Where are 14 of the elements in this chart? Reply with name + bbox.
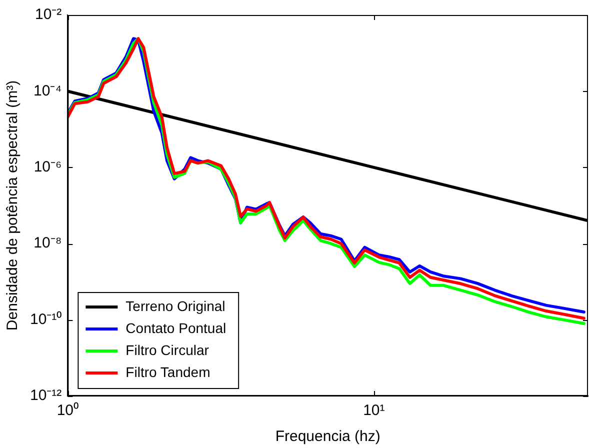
y-tick-label: 10⁻⁸ bbox=[34, 234, 62, 252]
x-tick-label: 10¹ bbox=[363, 402, 385, 420]
x-tick-label: 10⁰ bbox=[56, 402, 79, 420]
y-tick-label: 10⁻⁶ bbox=[34, 158, 62, 176]
y-tick-label: 10⁻⁴ bbox=[34, 82, 62, 100]
legend-label: Filtro Circular bbox=[126, 342, 210, 358]
legend-label: Terreno Original bbox=[126, 298, 226, 314]
y-axis-title: Densidade de potência espectral (m³) bbox=[4, 80, 22, 331]
x-axis-title: Frequencia (hz) bbox=[275, 428, 380, 446]
legend-label: Contato Pontual bbox=[126, 320, 226, 336]
y-tick-label: 10⁻² bbox=[34, 6, 62, 24]
legend-label: Filtro Tandem bbox=[126, 364, 210, 380]
y-tick-label: 10⁻¹² bbox=[30, 387, 62, 404]
y-tick-label: 10⁻¹⁰ bbox=[30, 310, 62, 328]
